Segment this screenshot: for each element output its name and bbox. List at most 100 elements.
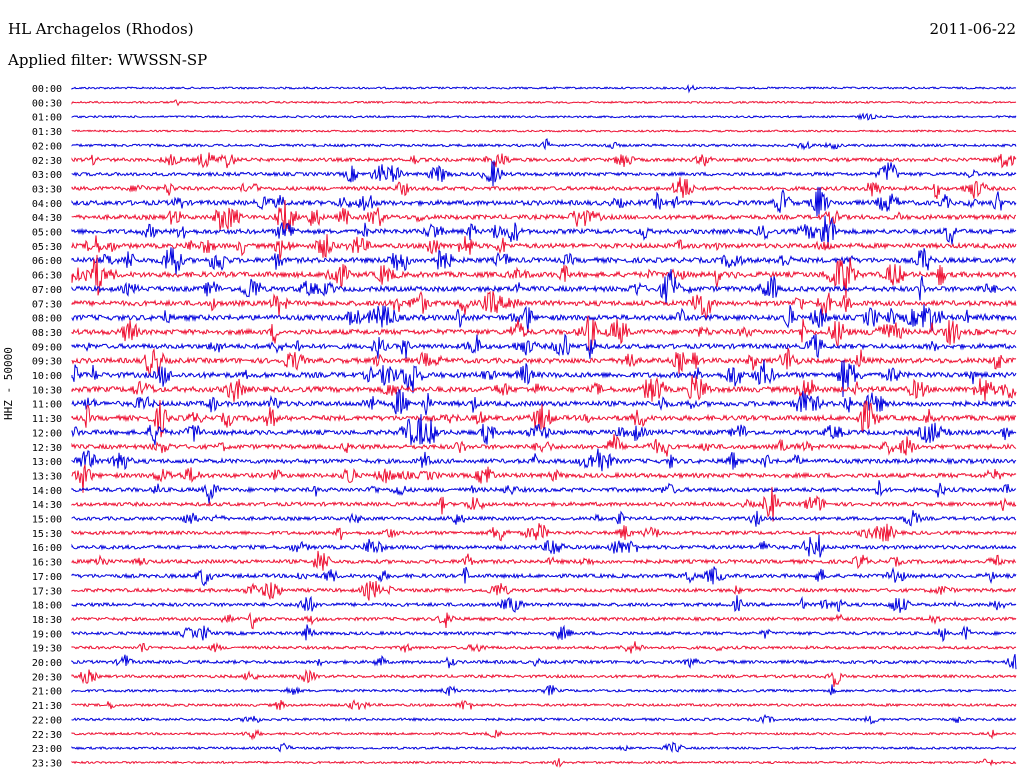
row-label: 04:30 (32, 213, 62, 224)
trace-row (71, 247, 1016, 275)
trace-row (71, 347, 1017, 377)
row-label: 17:30 (32, 586, 62, 597)
row-label: 18:30 (32, 615, 62, 626)
trace-row (71, 480, 1017, 504)
row-label: 20:30 (32, 672, 62, 683)
trace-row (71, 448, 1017, 472)
row-label: 04:00 (32, 199, 62, 210)
row-label: 09:30 (32, 357, 62, 368)
row-label: 10:30 (32, 385, 62, 396)
row-label: 12:00 (32, 428, 62, 439)
trace-row (71, 186, 1017, 217)
row-label: 13:00 (32, 457, 62, 468)
row-label: 18:00 (32, 601, 62, 612)
trace-row (71, 129, 1017, 133)
row-label: 15:00 (32, 515, 62, 526)
trace-row (71, 714, 1017, 725)
trace-row (71, 254, 1017, 298)
row-label: 07:00 (32, 285, 62, 296)
row-label: 22:00 (32, 715, 62, 726)
trace-row (71, 290, 1017, 319)
trace-row (71, 510, 1017, 527)
row-label: 22:30 (32, 730, 62, 741)
row-label: 21:30 (32, 701, 62, 712)
station-title: HL Archagelos (Rhodos) (8, 20, 194, 38)
trace-row (71, 359, 1017, 398)
row-label: 13:30 (32, 471, 62, 482)
trace-row (71, 84, 1017, 94)
row-label: 05:30 (32, 242, 62, 253)
trace-row (71, 624, 1017, 643)
trace-row (71, 523, 1017, 542)
trace-row (71, 152, 1017, 169)
trace-row (71, 434, 1017, 457)
row-label: 08:30 (32, 328, 62, 339)
trace-row (71, 654, 1017, 670)
row-label: 05:00 (32, 228, 62, 239)
row-label: 19:00 (32, 629, 62, 640)
trace-row (71, 304, 1017, 333)
date-label: 2011-06-22 (929, 20, 1016, 38)
row-label: 23:30 (32, 758, 62, 769)
trace-row (71, 580, 1017, 601)
row-label: 03:00 (32, 170, 62, 181)
trace-row (71, 486, 1017, 522)
trace-row (71, 758, 1017, 768)
row-label: 01:30 (32, 127, 62, 138)
trace-row (71, 400, 1017, 438)
trace-row (71, 234, 1017, 260)
trace-row (71, 112, 1017, 121)
row-label: 03:30 (32, 184, 62, 195)
trace-row (71, 99, 1017, 107)
trace-row (71, 269, 1017, 305)
row-label: 15:30 (32, 529, 62, 540)
trace-row (71, 389, 1017, 416)
trace-row (71, 550, 1017, 571)
row-label: 02:00 (32, 141, 62, 152)
row-label: 11:00 (32, 400, 62, 411)
trace-row (71, 177, 1017, 200)
row-label: 06:00 (32, 256, 62, 267)
trace-row (71, 566, 1017, 587)
filter-label: Applied filter: WWSSN-SP (8, 51, 208, 69)
row-label: 14:30 (32, 500, 62, 511)
trace-row (71, 641, 1017, 654)
row-label: 21:00 (32, 687, 62, 698)
trace-row (71, 668, 1017, 688)
row-label: 16:30 (32, 558, 62, 569)
row-label: 16:00 (32, 543, 62, 554)
row-label: 00:00 (32, 84, 62, 95)
row-label: 08:00 (32, 314, 62, 325)
trace-row (71, 138, 1017, 151)
row-label: 00:30 (32, 98, 62, 109)
row-label: 17:00 (32, 572, 62, 583)
row-label: 23:00 (32, 744, 62, 755)
trace-row (71, 215, 1017, 248)
row-label: 06:30 (32, 271, 62, 282)
trace-row (71, 741, 1017, 754)
row-label: 12:30 (32, 443, 62, 454)
row-label: 14:00 (32, 486, 62, 497)
row-label: 07:30 (32, 299, 62, 310)
trace-row (71, 375, 1017, 402)
trace-row (71, 534, 1017, 558)
row-label: 01:00 (32, 113, 62, 124)
trace-row (71, 699, 1017, 711)
row-label: 19:30 (32, 644, 62, 655)
row-label: 02:30 (32, 156, 62, 167)
trace-row (71, 414, 1017, 446)
row-label: 20:00 (32, 658, 62, 669)
row-label: 11:30 (32, 414, 62, 425)
trace-row (71, 199, 1017, 233)
row-label: 09:00 (32, 342, 62, 353)
row-label: 10:00 (32, 371, 62, 382)
trace-row (71, 160, 1017, 187)
trace-row (71, 728, 1017, 741)
trace-row (71, 595, 1017, 613)
trace-row (71, 611, 1017, 630)
trace-row (71, 464, 1017, 493)
trace-row (71, 333, 1017, 359)
trace-row (71, 315, 1017, 352)
trace-row (71, 684, 1017, 696)
